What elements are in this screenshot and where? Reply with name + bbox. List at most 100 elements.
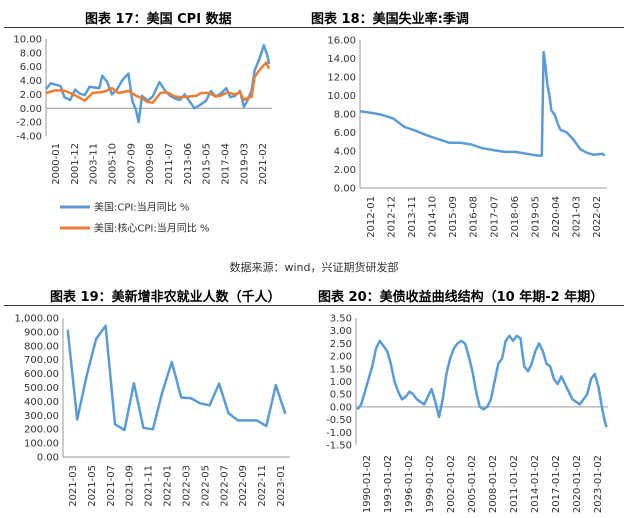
legend-label-1: 美国:CPI:当月同比 % — [94, 201, 189, 214]
y-tick-label: 200.00 — [24, 425, 59, 436]
y-tick-label: 2.00 — [20, 90, 42, 101]
top-rule — [4, 27, 624, 28]
x-tick-label: 2017-07 — [489, 196, 500, 238]
series-line-1 — [359, 50, 606, 157]
series-line-1 — [356, 334, 608, 428]
x-tick-label: 2015-05 — [202, 143, 213, 185]
y-tick-label: 500.00 — [24, 383, 59, 394]
x-tick-label: 2021-02 — [258, 143, 269, 185]
x-tick-label: 2011-07 — [164, 143, 175, 185]
y-tick-label: 10.00 — [327, 91, 356, 102]
x-tick-label: 2017-01-02 — [551, 455, 562, 513]
x-tick-label: 2022-09 — [238, 465, 249, 507]
y-tick-label: 600.00 — [24, 369, 59, 380]
x-tick-label: 2015-09 — [448, 196, 459, 238]
y-tick-label: 2.00 — [330, 352, 352, 363]
x-tick-label: 2000-01 — [51, 143, 62, 185]
y-tick-label: -1.00 — [326, 428, 352, 439]
y-tick-label: 6.00 — [334, 128, 356, 139]
chart-17-title: 图表 17：美国 CPI 数据 — [85, 12, 232, 27]
chart-19-title: 图表 19：美新增非农就业人数（千人） — [50, 290, 281, 305]
source-note: 数据来源：wind，兴证期货研发部 — [229, 261, 399, 274]
x-tick-label: 2014-01-02 — [530, 455, 541, 513]
y-tick-label: 3.50 — [330, 314, 352, 325]
x-tick-label: 2001-12 — [70, 143, 81, 185]
y-tick-label: 8.00 — [334, 110, 356, 121]
y-tick-label: 6.00 — [20, 62, 42, 73]
y-tick-label: 400.00 — [24, 397, 59, 408]
middle-rule — [4, 305, 624, 306]
y-tick-label: -2.00 — [16, 118, 42, 129]
x-tick-label: 2023-01 — [276, 465, 287, 507]
x-tick-label: 2021-03 — [68, 465, 79, 507]
x-tick-label: 2021-07 — [106, 465, 117, 507]
x-tick-label: 2013-11 — [407, 196, 418, 238]
y-tick-label: 4.00 — [334, 147, 356, 158]
x-tick-label: 2016-08 — [469, 196, 480, 238]
y-tick-label: 12.00 — [327, 73, 356, 84]
y-tick-label: 300.00 — [24, 411, 59, 422]
y-tick-label: 0.50 — [330, 390, 352, 401]
x-tick-label: 2013-06 — [183, 143, 194, 185]
x-tick-label: 2022-11 — [257, 465, 268, 507]
y-tick-label: 2.50 — [330, 339, 352, 350]
x-tick-label: 2019-03 — [239, 143, 250, 185]
x-tick-label: 2012-12 — [386, 196, 397, 238]
x-tick-label: 2022-07 — [219, 465, 230, 507]
y-tick-label: 0.00 — [37, 453, 59, 464]
x-tick-label: 2021-11 — [144, 465, 155, 507]
x-tick-label: 2021-05 — [87, 465, 98, 507]
y-tick-label: 0.00 — [334, 184, 356, 195]
x-tick-label: 2018-06 — [510, 196, 521, 238]
series-line-1 — [66, 324, 287, 432]
series-line-2 — [45, 61, 271, 104]
x-tick-label: 2022-01 — [163, 465, 174, 507]
x-tick-label: 2007-09 — [126, 143, 137, 185]
x-tick-label: 2012-01 — [366, 196, 377, 238]
x-tick-label: 2023-01-02 — [593, 455, 604, 513]
x-tick-label: 2008-01-02 — [488, 455, 499, 513]
x-tick-label: 2009-08 — [145, 143, 156, 185]
x-tick-label: 2022-02 — [592, 196, 603, 238]
y-tick-label: 10.00 — [13, 35, 42, 46]
x-tick-label: 2005-10 — [107, 143, 118, 185]
x-tick-label: 1993-01-02 — [383, 455, 394, 513]
y-tick-label: -0.50 — [326, 415, 352, 426]
y-tick-label: 3.00 — [330, 326, 352, 337]
y-tick-label: 700.00 — [24, 355, 59, 366]
x-tick-label: 2021-09 — [125, 465, 136, 507]
y-tick-label: -1.50 — [326, 441, 352, 452]
chart-18-title: 图表 18：美国失业率:季调 — [311, 12, 469, 27]
y-tick-label: 100.00 — [24, 439, 59, 450]
x-tick-label: 2003-11 — [89, 143, 100, 185]
y-tick-label: 800.00 — [24, 341, 59, 352]
y-tick-label: 14.00 — [327, 54, 356, 65]
y-tick-label: 2.00 — [334, 165, 356, 176]
x-tick-label: 1996-01-02 — [404, 455, 415, 513]
y-tick-label: 8.00 — [20, 48, 42, 59]
x-tick-label: 2022-03 — [181, 465, 192, 507]
y-tick-label: -4.00 — [16, 132, 42, 143]
x-tick-label: 2020-04 — [551, 196, 562, 238]
y-tick-label: 900.00 — [24, 327, 59, 338]
x-tick-label: 2017-04 — [220, 143, 231, 185]
y-tick-label: 0.00 — [20, 104, 42, 115]
x-tick-label: 2011-01-02 — [509, 455, 520, 513]
x-tick-label: 1999-01-02 — [425, 455, 436, 513]
series-line-1 — [45, 43, 271, 124]
x-tick-label: 2019-05 — [530, 196, 541, 238]
x-tick-label: 1990-01-02 — [362, 455, 373, 513]
x-tick-label: 2021-03 — [572, 196, 583, 238]
x-tick-label: 2020-01-02 — [572, 455, 583, 513]
y-tick-label: 1.00 — [330, 377, 352, 388]
y-tick-label: 0.00 — [330, 402, 352, 413]
y-tick-label: 1.50 — [330, 364, 352, 375]
chart-20-title: 图表 20：美债收益曲线结构（10 年期-2 年期） — [318, 290, 604, 305]
x-tick-label: 2022-05 — [200, 465, 211, 507]
legend-label-2: 美国:核心CPI:当月同比 % — [94, 222, 209, 235]
x-tick-label: 2014-10 — [428, 196, 439, 238]
